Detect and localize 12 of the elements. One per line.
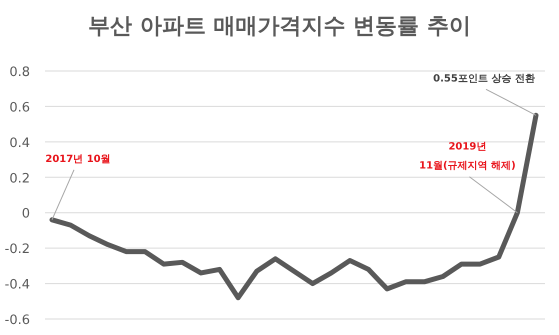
y-tick-label: 0.8	[9, 65, 30, 80]
y-tick-label: 0	[22, 206, 30, 222]
y-tick-label: -0.4	[4, 278, 30, 293]
y-tick-label: -0.2	[4, 242, 30, 258]
y-tick-label: 0.6	[9, 100, 30, 116]
annotation: 2019년 11월(규제지역 해제)	[419, 142, 516, 172]
y-tick-label: 0.2	[9, 171, 30, 186]
annotation: 2017년 10월	[45, 154, 111, 165]
y-tick-label: -0.6	[4, 313, 30, 328]
chart-title: 부산 아파트 매매가격지수 변동률 추이	[88, 14, 471, 39]
annotation: 0.55포인트 상승 전환	[433, 73, 535, 84]
y-tick-label: 0.4	[9, 136, 30, 151]
